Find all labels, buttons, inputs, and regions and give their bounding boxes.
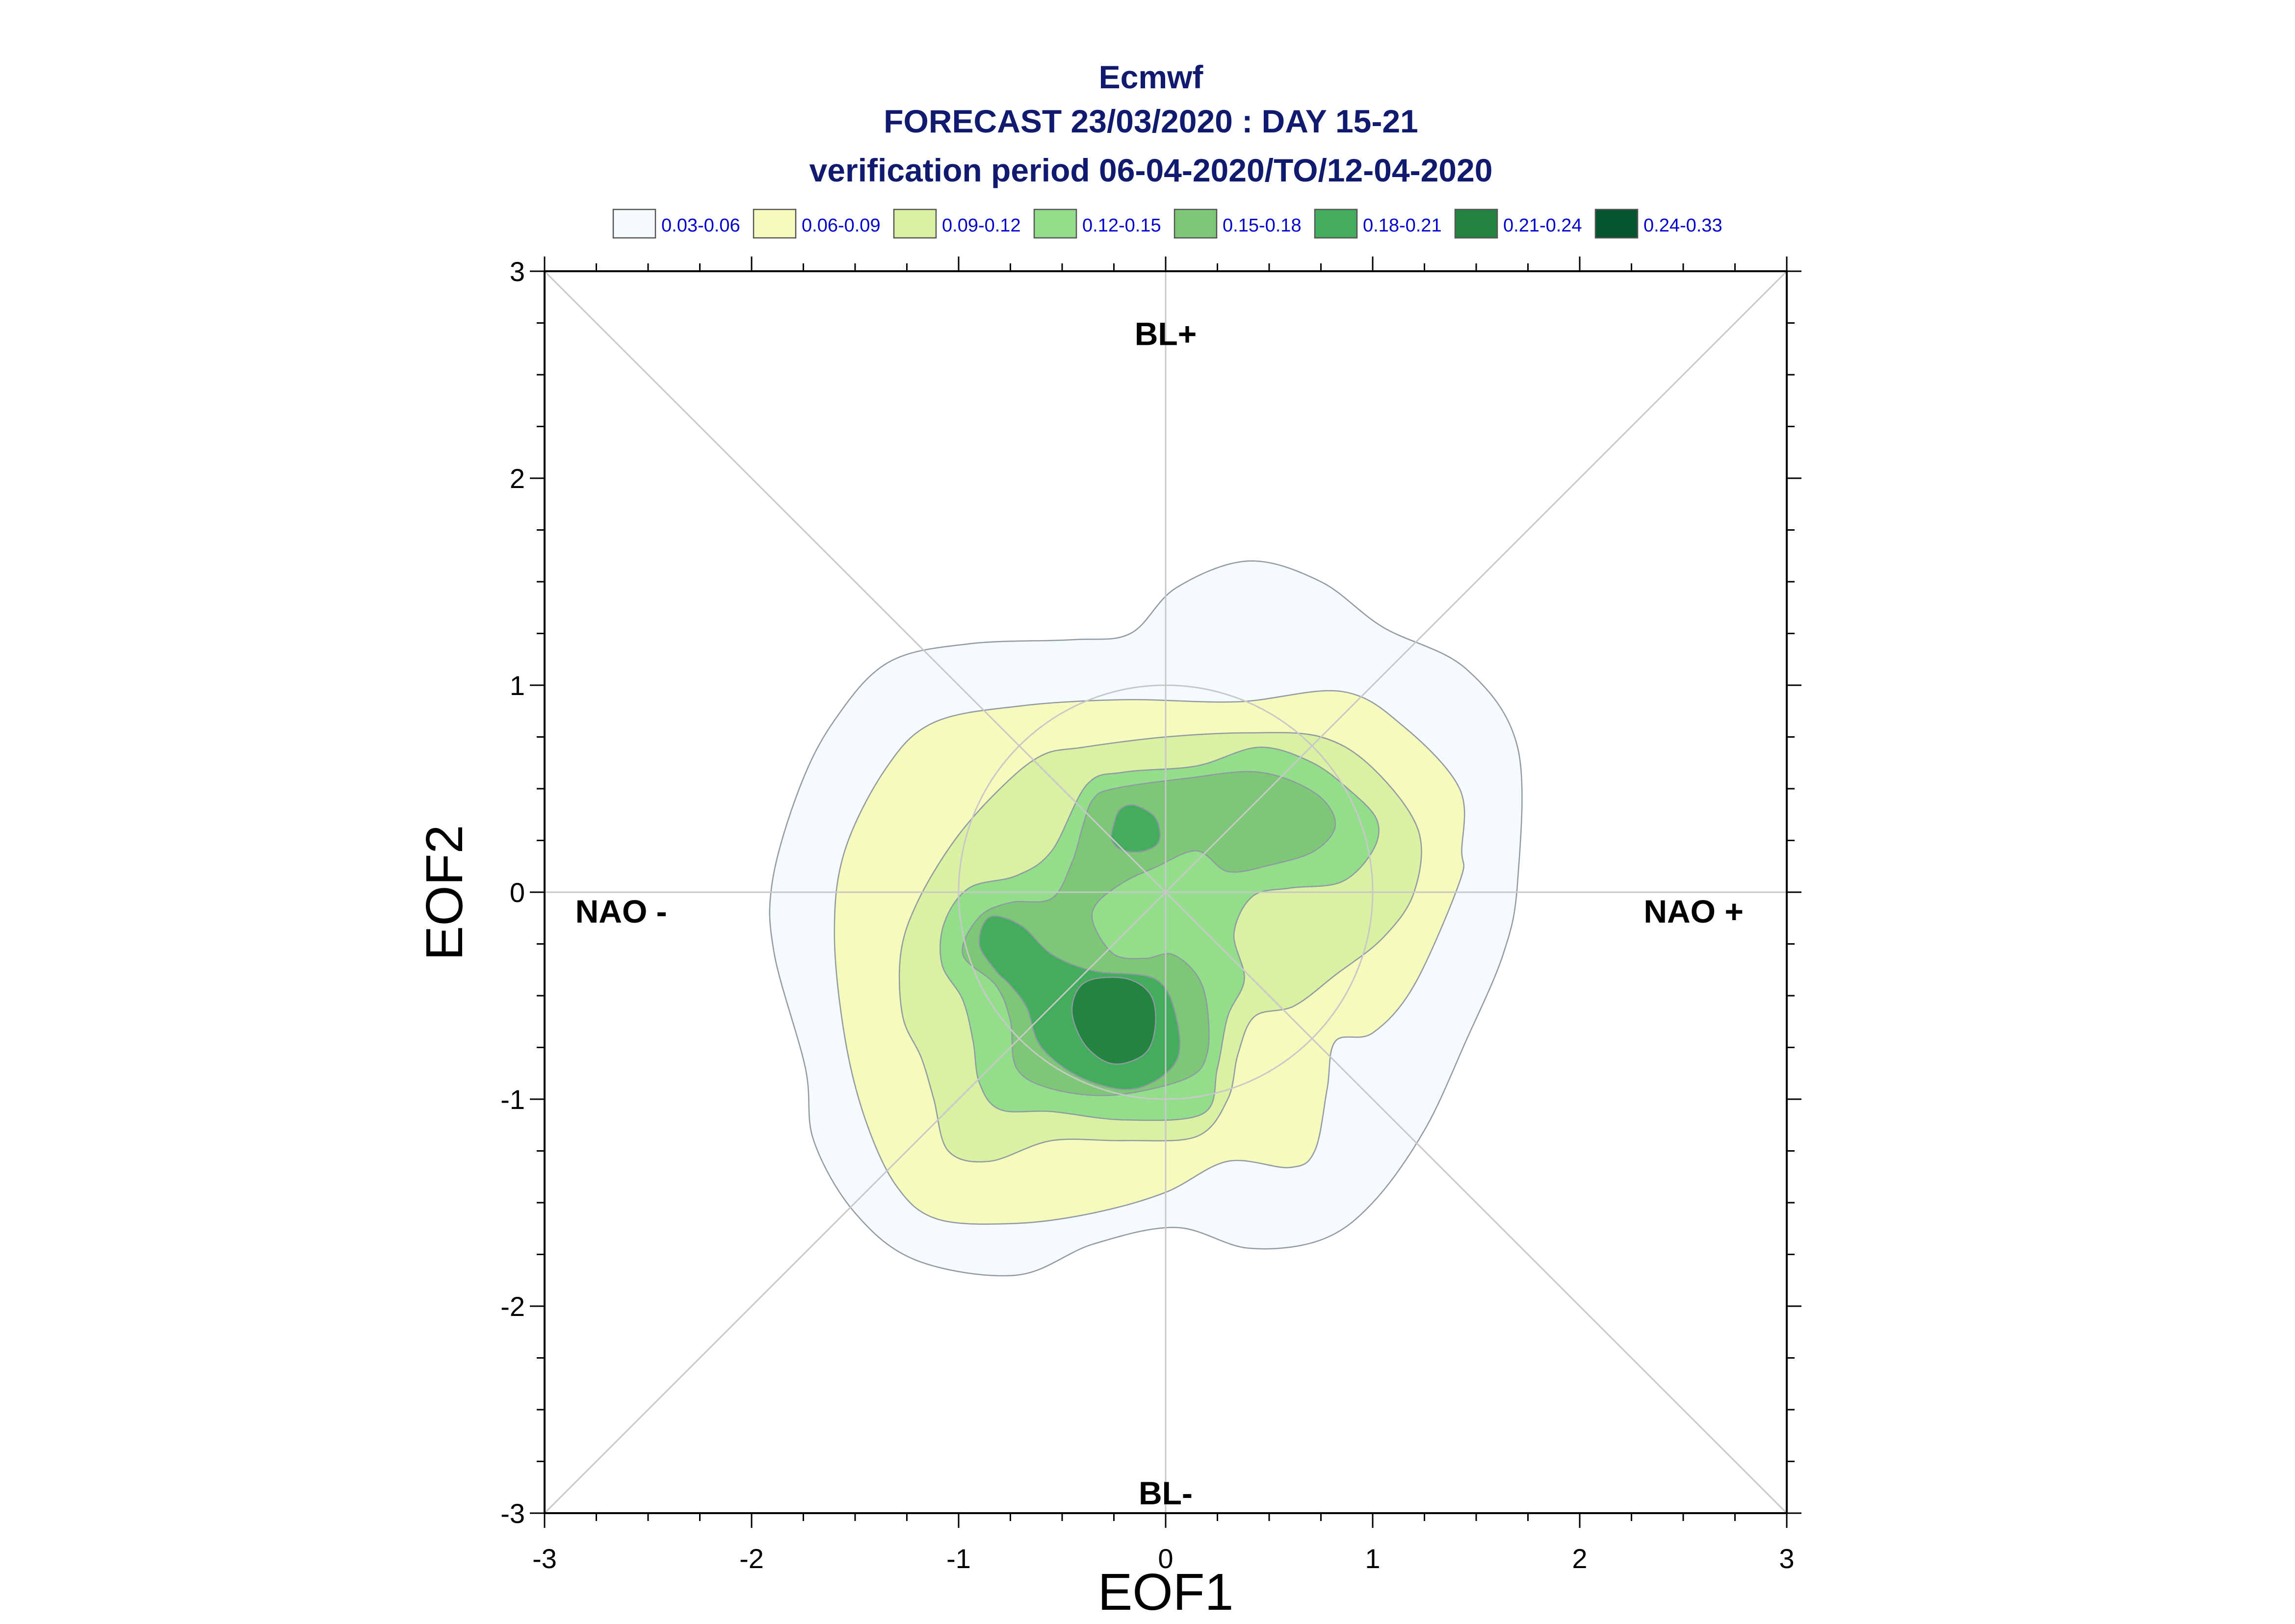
y-tick-label: 1 xyxy=(510,670,525,701)
chart-title-line-1: Ecmwf xyxy=(1099,59,1204,95)
x-tick-label: 2 xyxy=(1572,1543,1587,1574)
axis-ticks: -3 -2 -1 0 1 2 3 -3 -2 -1 0 1 2 3 xyxy=(500,256,1801,1574)
x-tick-label: -1 xyxy=(946,1543,971,1574)
chart-title-line-2: FORECAST 23/03/2020 : DAY 15-21 xyxy=(884,103,1418,139)
x-tick-label: 3 xyxy=(1779,1543,1794,1574)
legend-swatch xyxy=(612,208,656,239)
plot-area: -3 -2 -1 0 1 2 3 -3 -2 -1 0 1 2 3 BL+ BL- NAO - NAO + xyxy=(500,256,1801,1574)
legend-swatch xyxy=(893,208,937,239)
reference-lines xyxy=(544,270,1788,1514)
legend-label: 0.15-0.18 xyxy=(1223,215,1302,236)
legend-swatch xyxy=(1174,208,1218,239)
legend-swatch xyxy=(1594,208,1639,239)
regime-labels: BL+ BL- NAO - NAO + xyxy=(575,316,1744,1511)
contour-band-7 xyxy=(1071,977,1156,1065)
chart-title: Ecmwf FORECAST 23/03/2020 : DAY 15-21 ve… xyxy=(809,59,1493,188)
legend-swatch xyxy=(1314,208,1358,239)
y-tick-label: -2 xyxy=(500,1291,525,1322)
reference-circle xyxy=(958,684,1374,1100)
y-tick-label: -3 xyxy=(500,1498,525,1529)
regime-label: NAO + xyxy=(1643,893,1744,929)
chart-title-line-3: verification period 06-04-2020/TO/12-04-… xyxy=(809,152,1493,188)
legend-label: 0.24-0.33 xyxy=(1643,215,1722,236)
y-tick-label: 3 xyxy=(510,256,525,287)
regime-label: NAO - xyxy=(575,893,667,929)
legend-swatch xyxy=(753,208,797,239)
y-tick-label: -1 xyxy=(500,1084,525,1115)
legend-label: 0.06-0.09 xyxy=(802,215,881,236)
legend-label: 0.09-0.12 xyxy=(942,215,1021,236)
y-axis-label: EOF2 xyxy=(416,825,473,961)
legend-swatch xyxy=(1454,208,1498,239)
x-axis-label: EOF1 xyxy=(1098,1563,1234,1621)
legend-swatch xyxy=(1033,208,1077,239)
regime-label: BL- xyxy=(1139,1475,1193,1511)
legend: 0.03-0.06 0.06-0.09 0.09-0.12 0.12-0.15 0.15… xyxy=(612,208,1722,239)
regime-label: BL+ xyxy=(1135,316,1197,352)
x-tick-label: -3 xyxy=(532,1543,557,1574)
legend-label: 0.03-0.06 xyxy=(661,215,740,236)
x-tick-label: 1 xyxy=(1365,1543,1380,1574)
x-tick-label: 0 xyxy=(1158,1543,1173,1574)
legend-label: 0.21-0.24 xyxy=(1503,215,1582,236)
legend-label: 0.12-0.15 xyxy=(1082,215,1161,236)
legend-label: 0.18-0.21 xyxy=(1363,215,1442,236)
density-contours xyxy=(769,560,1523,1277)
y-tick-label: 0 xyxy=(510,877,525,908)
y-tick-label: 2 xyxy=(510,463,525,494)
x-tick-label: -2 xyxy=(739,1543,764,1574)
